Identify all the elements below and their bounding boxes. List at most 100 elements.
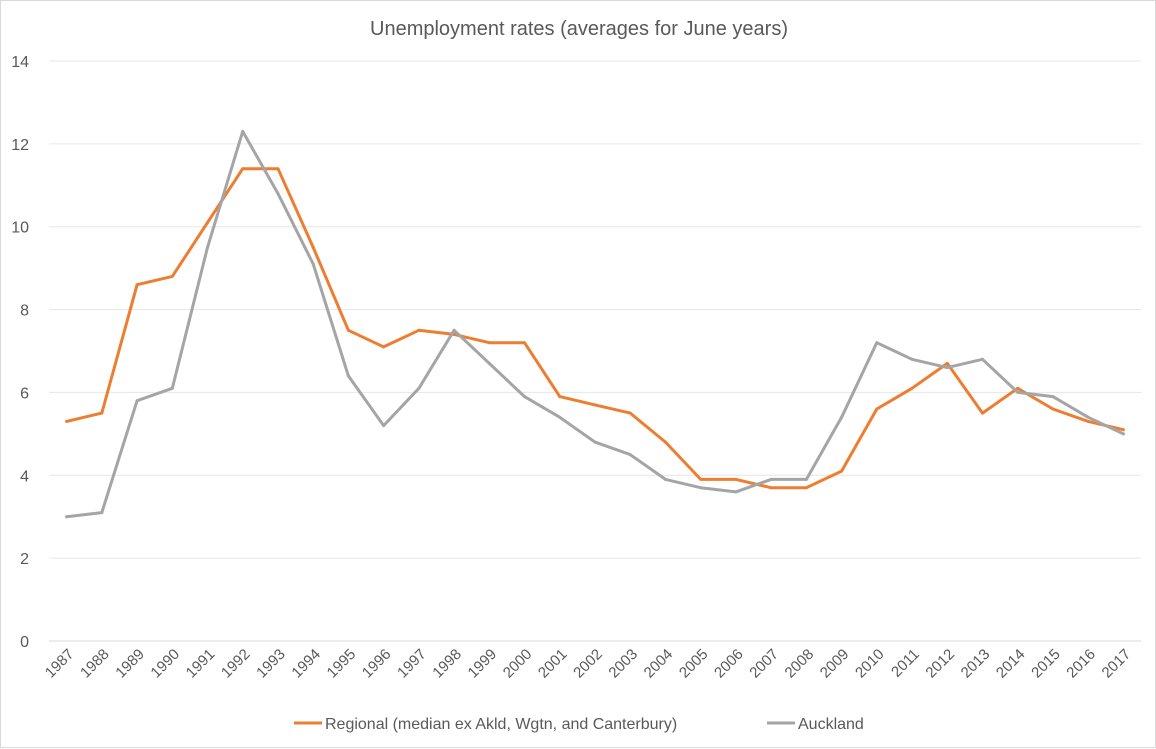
x-tick-label: 2016 [1063, 646, 1099, 682]
data-point [206, 245, 210, 249]
data-point [734, 490, 738, 494]
x-tick-label: 1987 [42, 646, 78, 682]
data-point [346, 328, 350, 332]
data-point [311, 245, 315, 249]
data-point [875, 407, 879, 411]
x-tick-label: 2004 [641, 646, 677, 682]
data-point [100, 411, 104, 415]
legend-label: Regional (median ex Akld, Wgtn, and Cant… [325, 716, 677, 733]
x-tick-label: 2012 [922, 646, 958, 682]
data-point [769, 477, 773, 481]
x-tick-label: 2014 [993, 646, 1029, 682]
data-point [558, 415, 562, 419]
data-point [417, 328, 421, 332]
data-point [65, 515, 69, 519]
data-point [382, 345, 386, 349]
series-line-regional [65, 167, 1125, 490]
x-tick-label: 2010 [852, 646, 888, 682]
data-point [346, 374, 350, 378]
data-point [1016, 390, 1020, 394]
x-tick-label: 2008 [782, 646, 818, 682]
data-point [206, 221, 210, 225]
series-line-auckland [65, 129, 1125, 519]
data-point [804, 477, 808, 481]
data-point [875, 341, 879, 345]
data-point [558, 395, 562, 399]
data-point [523, 341, 527, 345]
y-tick-label: 14 [11, 54, 29, 71]
data-point [1121, 428, 1125, 432]
series-lines [65, 129, 1125, 519]
x-tick-label: 1999 [465, 646, 501, 682]
x-tick-label: 2013 [958, 646, 994, 682]
x-tick-label: 1992 [218, 646, 254, 682]
y-tick-label: 10 [11, 220, 29, 237]
x-tick-label: 1989 [112, 646, 148, 682]
data-point [910, 386, 914, 390]
data-point [1086, 419, 1090, 423]
y-tick-label: 12 [11, 137, 29, 154]
y-tick-label: 4 [20, 468, 29, 485]
x-tick-label: 2011 [888, 646, 923, 681]
data-point [910, 357, 914, 361]
data-point [663, 440, 667, 444]
data-point [135, 283, 139, 287]
data-point [382, 424, 386, 428]
data-point [593, 440, 597, 444]
y-tick-label: 6 [20, 385, 29, 402]
x-tick-label: 1994 [288, 646, 324, 682]
chart-title: Unemployment rates (averages for June ye… [370, 18, 788, 40]
y-tick-label: 8 [20, 303, 29, 320]
data-point [840, 469, 844, 473]
data-point [170, 386, 174, 390]
data-point [135, 399, 139, 403]
data-point [452, 328, 456, 332]
y-tick-label: 2 [20, 551, 29, 568]
data-point [241, 167, 245, 171]
data-point [699, 486, 703, 490]
data-point [628, 453, 632, 457]
x-tick-label: 2001 [535, 646, 571, 682]
data-point [980, 411, 984, 415]
data-point [628, 411, 632, 415]
x-tick-label: 1988 [77, 646, 113, 682]
data-point [1051, 395, 1055, 399]
y-axis-ticks: 0 2 4 6 8 10 12 14 [11, 54, 29, 651]
legend-label: Auckland [798, 716, 864, 733]
data-point [840, 415, 844, 419]
data-point [523, 395, 527, 399]
data-point [487, 341, 491, 345]
x-tick-label: 1990 [147, 646, 183, 682]
x-tick-label: 2000 [500, 646, 536, 682]
data-point [1051, 407, 1055, 411]
data-point [311, 262, 315, 266]
data-point [100, 511, 104, 515]
data-point [276, 192, 280, 196]
data-point [417, 386, 421, 390]
x-tick-label: 1997 [394, 646, 430, 682]
x-tick-label: 2017 [1099, 646, 1135, 682]
data-point [241, 129, 245, 133]
data-point [945, 361, 949, 365]
data-point [663, 477, 667, 481]
y-tick-label: 0 [20, 634, 29, 651]
x-tick-label: 2007 [746, 646, 782, 682]
data-point [734, 477, 738, 481]
x-tick-label: 2002 [570, 646, 606, 682]
x-tick-label: 2009 [817, 646, 853, 682]
data-point [1086, 415, 1090, 419]
data-point [65, 419, 69, 423]
x-tick-label: 1995 [324, 646, 360, 682]
x-tick-label: 1998 [429, 646, 465, 682]
x-axis-ticks: 1987 1988 1989 1990 1991 1992 1993 1994 1995 1996… [42, 646, 1134, 682]
x-tick-label: 1991 [183, 646, 219, 682]
x-tick-label: 1996 [359, 646, 395, 682]
data-point [593, 403, 597, 407]
data-point [804, 486, 808, 490]
gridlines [49, 60, 1141, 642]
data-point [487, 361, 491, 365]
data-point [699, 477, 703, 481]
data-point [1016, 386, 1020, 390]
